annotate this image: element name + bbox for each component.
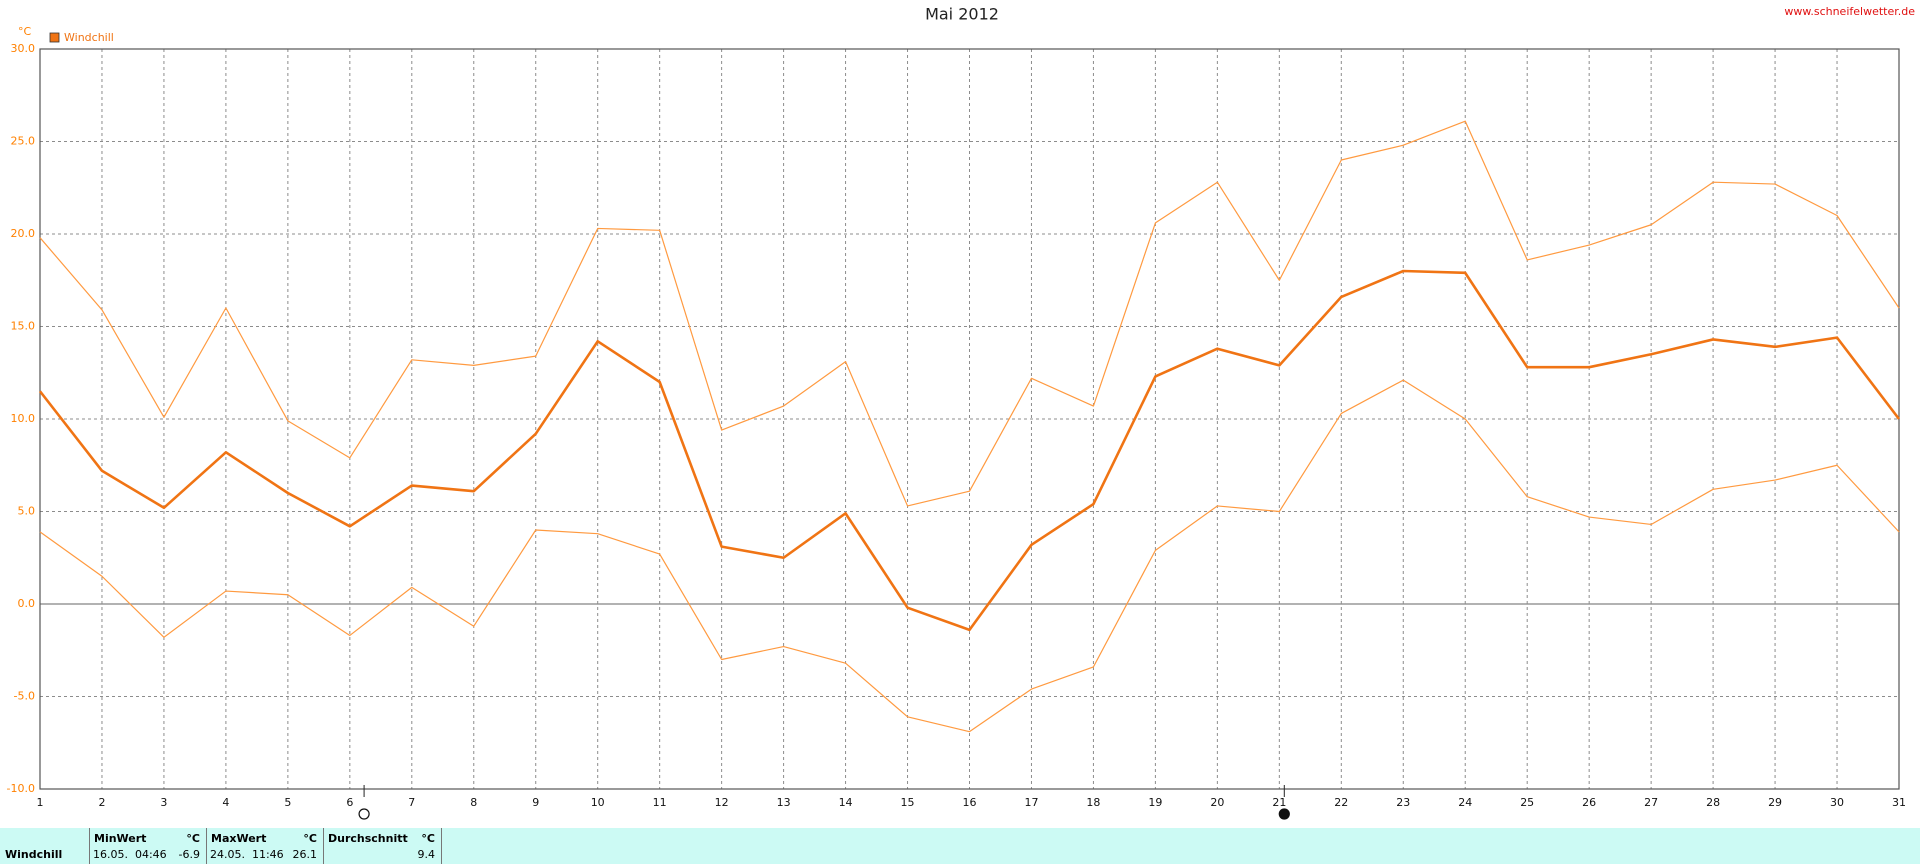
x-tick-label: 31	[1892, 796, 1906, 809]
x-tick-label: 10	[591, 796, 605, 809]
x-tick-label: 28	[1706, 796, 1720, 809]
time-cell: 16.05. 04:46	[93, 848, 167, 861]
separator	[206, 828, 207, 864]
x-tick-label: 7	[408, 796, 415, 809]
column-unit: °C	[303, 832, 317, 845]
x-tick-label: 30	[1830, 796, 1844, 809]
summary-table: Windchill MinWert °C 16.05. 04:46 -6.9 MaxWer…	[0, 828, 1920, 864]
column-unit: °C	[421, 832, 435, 845]
x-tick-label: 24	[1458, 796, 1472, 809]
moon-marker	[358, 808, 370, 820]
y-tick-label: 10.0	[11, 412, 36, 425]
x-tick-label: 9	[532, 796, 539, 809]
series-line	[38, 269, 1901, 632]
x-tick-label: 5	[284, 796, 291, 809]
x-tick-label: 29	[1768, 796, 1782, 809]
x-tick-label: 12	[715, 796, 729, 809]
x-tick-label: 1	[37, 796, 44, 809]
column-unit: °C	[186, 832, 200, 845]
y-tick-label: 0.0	[18, 597, 36, 610]
column-header: MaxWert	[211, 832, 267, 845]
value-cell: 9.4	[417, 848, 436, 861]
x-tick-label: 8	[470, 796, 477, 809]
x-tick-label: 26	[1582, 796, 1596, 809]
watermark: www.schneifelwetter.de	[1784, 5, 1915, 18]
x-tick-label: 22	[1334, 796, 1348, 809]
column-header: Durchschnitt	[328, 832, 408, 845]
y-tick-label: 30.0	[11, 42, 36, 55]
legend-swatch	[49, 32, 60, 43]
x-tick-label: 17	[1024, 796, 1038, 809]
separator	[89, 828, 90, 864]
y-tick-label: 5.0	[18, 505, 36, 518]
chart-title: Mai 2012	[925, 5, 999, 24]
x-tick-label: 23	[1396, 796, 1410, 809]
separator	[323, 828, 324, 864]
column-header: MinWert	[94, 832, 147, 845]
x-tick-label: 27	[1644, 796, 1658, 809]
x-tick-label: 21	[1272, 796, 1286, 809]
y-tick-label: -10.0	[7, 782, 35, 795]
x-tick-label: 14	[839, 796, 853, 809]
x-tick-label: 11	[653, 796, 667, 809]
y-tick-label: 15.0	[11, 320, 36, 333]
value-cell: -6.9	[178, 848, 200, 861]
x-tick-label: 2	[98, 796, 105, 809]
moon-marker	[1278, 808, 1290, 820]
chart: Mai 2012 www.schneifelwetter.de °C -10.0…	[7, 5, 1915, 820]
time-cell: 24.05. 11:46	[210, 848, 284, 861]
x-tick-label: 20	[1210, 796, 1224, 809]
x-tick-label: 16	[963, 796, 977, 809]
y-tick-label: 25.0	[11, 135, 36, 148]
y-unit: °C	[18, 25, 32, 38]
x-tick-label: 15	[901, 796, 915, 809]
x-tick-label: 6	[346, 796, 353, 809]
x-tick-label: 25	[1520, 796, 1534, 809]
y-tick-label: -5.0	[14, 690, 35, 703]
y-tick-label: 20.0	[11, 227, 36, 240]
row-label: Windchill	[5, 848, 63, 861]
separator	[441, 828, 442, 864]
x-tick-label: 19	[1148, 796, 1162, 809]
series-line	[39, 120, 1900, 507]
value-cell: 26.1	[292, 848, 318, 861]
x-tick-label: 4	[222, 796, 229, 809]
x-tick-label: 3	[160, 796, 167, 809]
legend-label: Windchill	[64, 31, 114, 44]
series-line	[39, 379, 1900, 733]
x-tick-label: 13	[777, 796, 791, 809]
x-tick-label: 18	[1086, 796, 1100, 809]
